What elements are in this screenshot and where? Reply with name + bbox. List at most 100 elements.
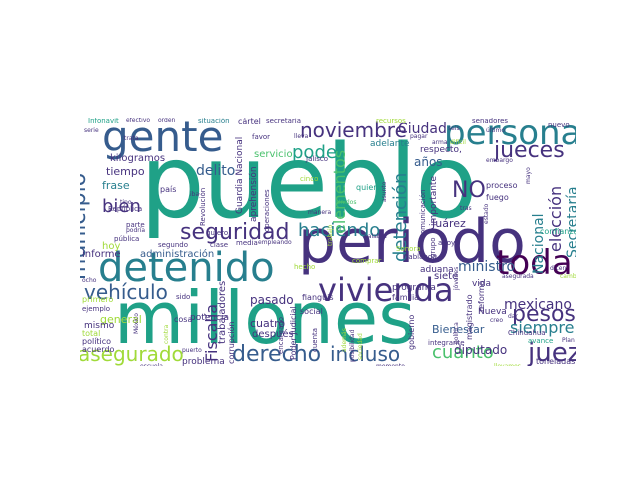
word-hablando: hablando	[404, 253, 437, 261]
word-creo: creo	[490, 317, 503, 324]
word-republica: República	[108, 205, 143, 213]
word-poder-judicial: Poder Judicial	[289, 306, 298, 360]
word-pagar: pagar	[410, 133, 428, 140]
word-nacional: Nacional	[531, 213, 547, 274]
word-sido: sido	[176, 293, 191, 301]
word-cambio: cambio	[560, 273, 576, 280]
word-kilogramos: kilogramos	[110, 153, 166, 164]
word-total: total	[82, 329, 101, 338]
word-proceso: proceso	[486, 181, 518, 190]
word-cartel: cártel	[238, 118, 261, 126]
word-infonavit: Infonavit	[88, 118, 119, 125]
word-manera: manera	[308, 209, 332, 216]
word-persona: persona	[444, 118, 576, 153]
word-recursos: recursos	[376, 118, 406, 125]
word-pesos: pesos	[512, 302, 576, 327]
word-senadores: senadores	[472, 118, 509, 125]
word-sonora: Sonora	[396, 245, 421, 253]
word-gobierno: gobierno	[407, 314, 416, 350]
word-llevamos: llevamos	[494, 364, 521, 367]
word-favor: favor	[252, 133, 271, 141]
word-reforma: reforma	[477, 280, 486, 312]
word-estado: estado	[483, 203, 490, 224]
word-millones: millones	[114, 276, 416, 360]
word-trata: trata	[124, 135, 139, 142]
word-toneladas: toneladas	[536, 357, 576, 366]
word-noviembre: noviembre	[300, 118, 407, 142]
word-mismo: mismo	[84, 321, 115, 331]
word-primero: primero	[82, 295, 114, 304]
word-quiere: quiere	[356, 183, 382, 192]
word-vida: vida	[472, 279, 492, 289]
word-hecho: hecho	[294, 263, 316, 271]
word-problema: problema	[182, 357, 225, 367]
word-parte: parte	[126, 221, 145, 229]
word-despues: después	[252, 329, 294, 340]
word-aduana: aduana	[420, 265, 454, 275]
word-acuerdo: acuerdo	[82, 345, 115, 354]
word-iba: iba	[190, 191, 200, 198]
word-puerto: puerto	[182, 347, 202, 354]
word-publica: pública	[114, 235, 140, 243]
word-comunicacion: comunicación	[419, 189, 427, 238]
word-corrupcion: corrupción	[227, 321, 236, 364]
word-dar: dar	[508, 313, 518, 320]
word-periodo: periodo	[298, 207, 526, 277]
word-unidos: Unidos	[336, 199, 357, 206]
word-juarez: Juárez	[432, 217, 466, 230]
word-cuenta: cuenta	[311, 327, 319, 352]
word-pasado: pasado	[250, 293, 294, 307]
word-dicen: dicen	[550, 265, 567, 272]
word-momento: momento	[376, 364, 405, 367]
word-seguridad: seguridad	[180, 220, 290, 245]
word-vehiculo: vehículo	[84, 280, 168, 304]
word-avance: avance	[528, 337, 554, 345]
word-delito: delito	[196, 163, 236, 179]
word-social: social	[300, 307, 323, 316]
word-ademas: además	[341, 328, 348, 352]
word-dificil: difícil	[450, 139, 466, 146]
word-contra: contra	[163, 324, 170, 344]
word-jovenes: jóvenes	[453, 266, 460, 290]
word-juez: juez	[528, 338, 576, 366]
word-vivienda: vivienda	[318, 271, 454, 309]
word-guardia: Guardia Nacional	[235, 136, 245, 214]
word-bienestar: Bienestar	[432, 323, 485, 336]
word-secretaria: Secretaría	[565, 186, 576, 258]
word-eleccion: elección	[546, 185, 565, 252]
word-clase: clase	[210, 241, 229, 249]
word-toda: toda	[496, 243, 573, 283]
word-arma: arma	[432, 139, 448, 146]
word-importante: importante	[429, 175, 439, 226]
word-familia: familia	[392, 293, 420, 302]
word-fuego: fuego	[486, 193, 509, 202]
word-integrante: integrante	[428, 339, 465, 347]
word-orden: orden	[158, 118, 176, 124]
word-trabajo: trabajo	[327, 224, 334, 246]
word-segundo: segundo	[158, 241, 188, 249]
word-asegurada: asegurada	[502, 273, 534, 280]
word-anos: años	[414, 155, 443, 169]
word-comprar: comprar	[352, 257, 382, 265]
word-podria: podría	[126, 227, 146, 234]
word-cinco: cinco	[300, 175, 319, 183]
word-empleando: empleando	[258, 239, 292, 246]
word-cuanto: cuanto	[432, 342, 494, 363]
word-quiero: quiero	[206, 229, 229, 237]
word-cosa: cosa	[174, 315, 193, 324]
word-respecto: respecto,	[420, 145, 462, 155]
word-encargado: encargado	[277, 316, 285, 354]
word-nueva: Nueva	[478, 307, 507, 317]
word-ciudad: Ciudad	[398, 121, 447, 137]
word-pueblo: pueblo	[140, 123, 478, 242]
word-tras: tras	[460, 205, 472, 212]
word-mexico: México	[133, 313, 140, 334]
word-revolucion: Revolución	[199, 187, 207, 226]
word-hoy: hoy	[102, 241, 121, 252]
word-embargo: embargo	[486, 157, 513, 164]
word-siempre: siempre	[510, 318, 575, 337]
word-no: NO	[452, 178, 486, 203]
word-mexicano: mexicano	[504, 297, 572, 313]
word-programa: programa	[392, 283, 436, 293]
word-magistrado: magistrado	[465, 294, 474, 340]
